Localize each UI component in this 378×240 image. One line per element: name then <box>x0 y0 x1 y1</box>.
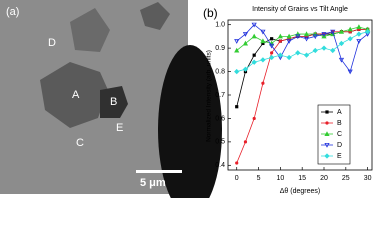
grain-label: B <box>110 96 117 108</box>
marker <box>242 32 249 37</box>
y-axis-label: Normalized Intensity (arb. units) <box>206 50 213 142</box>
marker <box>312 34 318 40</box>
legend-marker <box>324 131 330 137</box>
grain <box>70 8 110 52</box>
marker <box>330 29 336 35</box>
plot-frame <box>227 19 373 171</box>
marker <box>242 66 249 72</box>
marker <box>260 57 266 63</box>
legend-label: E <box>337 153 342 160</box>
marker <box>286 54 292 61</box>
marker <box>242 40 249 46</box>
marker <box>312 47 318 54</box>
x-tick-label: 30 <box>364 175 372 182</box>
x-tick-label: 0 <box>235 175 239 182</box>
marker <box>356 31 362 37</box>
marker <box>278 39 282 43</box>
marker <box>270 37 274 41</box>
marker <box>286 39 292 44</box>
marker <box>234 68 240 75</box>
marker <box>295 34 301 40</box>
dark-region <box>158 45 222 198</box>
marker <box>243 140 248 144</box>
y-tick-label: 0.4 <box>215 162 225 169</box>
legend-label: B <box>337 120 342 127</box>
marker <box>251 22 257 28</box>
marker <box>338 40 345 47</box>
legend-label: D <box>337 142 342 149</box>
marker <box>347 36 353 42</box>
x-tick-label: 25 <box>342 175 350 182</box>
marker <box>252 116 256 121</box>
marker <box>251 33 257 39</box>
marker <box>252 53 256 57</box>
panel-label: (b) <box>203 6 218 20</box>
grain <box>140 2 170 30</box>
marker <box>277 33 283 39</box>
series-line <box>236 26 368 51</box>
series-line <box>236 31 368 72</box>
grain-label: D <box>48 37 56 49</box>
x-axis-label: Δθ (degrees) <box>280 188 320 195</box>
marker <box>234 39 240 44</box>
figure: (a) D A B C E 5 μm (b) Intensity of Grai… <box>0 0 373 198</box>
marker <box>303 36 310 42</box>
y-tick-label: 1.0 <box>215 22 225 29</box>
y-tick-label: 0.5 <box>215 139 225 146</box>
marker <box>303 31 310 37</box>
x-tick-label: 20 <box>320 175 328 182</box>
y-tick-label: 0.8 <box>215 68 225 75</box>
grain-label: A <box>72 89 80 101</box>
x-tick-label: 15 <box>298 175 306 182</box>
scale-bar <box>136 170 182 173</box>
chart-title: Intensity of Grains vs Tilt Angle <box>252 6 348 13</box>
marker <box>303 52 310 58</box>
marker <box>261 81 265 85</box>
y-tick-label: 0.7 <box>215 92 225 99</box>
y-tick-label: 0.6 <box>215 115 225 122</box>
marker <box>321 45 327 51</box>
series-line <box>236 28 368 164</box>
legend-label: A <box>337 109 342 116</box>
x-tick-label: 5 <box>257 175 261 182</box>
marker <box>234 47 240 53</box>
marker <box>270 51 274 55</box>
y-tick-label: 0.9 <box>215 45 225 52</box>
grain <box>100 86 128 118</box>
legend-marker <box>325 121 329 125</box>
series-line <box>236 24 368 73</box>
marker <box>338 57 345 63</box>
panel-label: (a) <box>6 6 19 18</box>
legend-marker <box>324 153 330 159</box>
micrograph: (a) D A B C E 5 μm <box>0 0 222 198</box>
grain-label: E <box>116 122 123 134</box>
marker <box>235 161 239 165</box>
marker <box>364 29 371 35</box>
marker <box>277 52 284 58</box>
marker <box>347 69 353 75</box>
legend-marker <box>324 142 330 148</box>
marker <box>347 26 353 32</box>
marker <box>356 39 362 44</box>
grain <box>40 62 108 128</box>
marker <box>261 41 265 46</box>
legend-label: C <box>337 131 342 138</box>
marker <box>260 38 266 44</box>
marker <box>235 105 239 109</box>
marker <box>268 54 275 61</box>
legend-box <box>317 104 351 165</box>
marker <box>356 24 362 30</box>
legend-marker <box>325 110 329 114</box>
marker <box>321 32 327 37</box>
marker <box>251 59 257 65</box>
marker <box>269 43 275 49</box>
marker <box>286 33 292 39</box>
grain-label: C <box>76 137 84 149</box>
x-tick-label: 10 <box>276 175 284 182</box>
marker <box>330 47 336 54</box>
marker <box>260 29 266 35</box>
marker <box>338 28 345 34</box>
marker <box>295 50 301 56</box>
scale-label: 5 μm <box>140 177 166 189</box>
